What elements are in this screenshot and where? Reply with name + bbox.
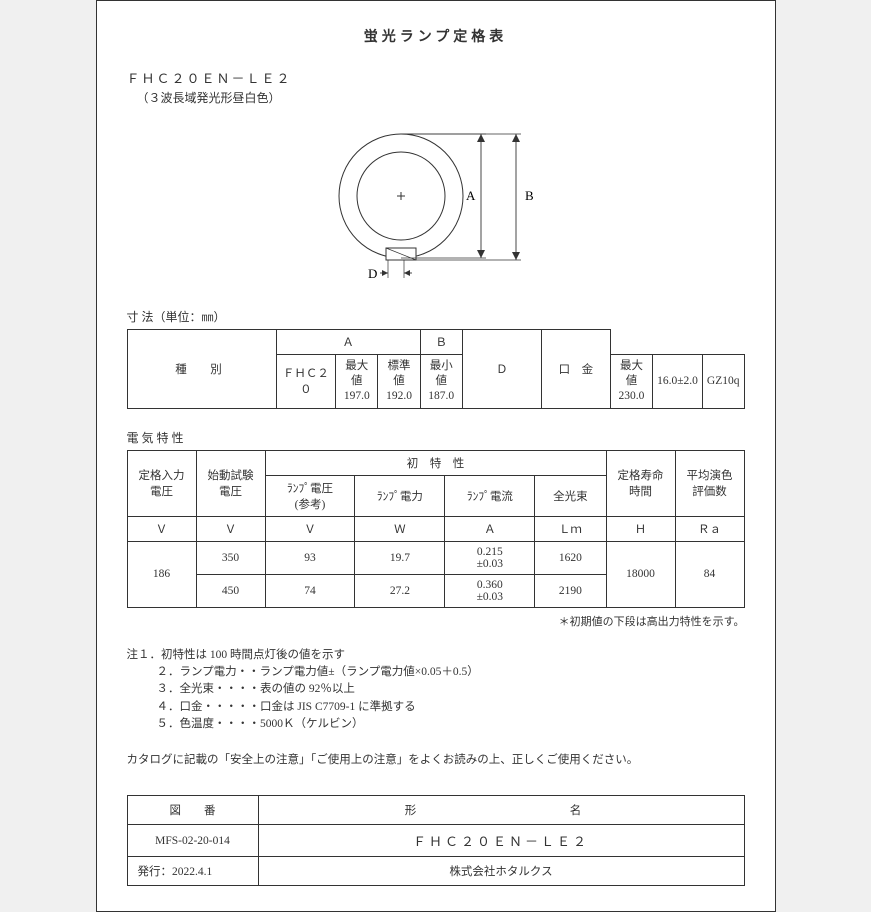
electrical-table: 定格入力 電圧 始動試験 電圧 初 特 性 定格寿命 時間 平均演色 評価数 ﾗ… xyxy=(127,450,745,608)
footer-issued: 発行：2022.4.1 xyxy=(127,857,258,886)
dims-a-min: 最小値187.0 xyxy=(420,355,462,409)
dims-header-a: Ａ xyxy=(276,330,420,355)
model-code: ＦＨＣ２０ＥＮ－ＬＥ２ xyxy=(127,68,745,87)
elec-r1-start-v: 350 xyxy=(196,541,265,574)
diagram-label-d: D xyxy=(368,266,377,281)
elec-h-lm: 全光束 xyxy=(535,475,606,516)
diagram-label-b: B xyxy=(525,188,534,203)
dims-b-max: 最大値230.0 xyxy=(610,355,652,409)
lamp-diagram: B A D xyxy=(127,116,745,290)
dimensions-label: 寸 法（単位：㎜） xyxy=(127,308,745,325)
elec-r2-lamp-v: 74 xyxy=(265,574,355,607)
dims-header-base: 口 金 xyxy=(541,330,610,409)
elec-unit-lm: Ｌｍ xyxy=(535,516,606,541)
dims-header-d: Ｄ xyxy=(462,330,541,409)
dims-header-b: Ｂ xyxy=(420,330,462,355)
elec-unit-h: Ｈ xyxy=(606,516,675,541)
electrical-label: 電 気 特 性 xyxy=(127,429,745,446)
notes-block: 注１．初特性は 100 時間点灯後の値を示す ２．ランプ電力・・ランプ電力値±（… xyxy=(127,647,745,733)
dims-base-val: GZ10q xyxy=(702,355,744,409)
footer-zuban-label: 図 番 xyxy=(127,796,258,825)
footer-table: 図 番 形 名 MFS-02-20-014 ＦＨＣ２０ＥＮ－ＬＥ２ 発行：202… xyxy=(127,795,745,886)
elec-r1-lamp-w: 19.7 xyxy=(355,541,445,574)
footer-keimei-label: 形 名 xyxy=(258,796,744,825)
elec-h-start-v: 始動試験 電圧 xyxy=(196,450,265,516)
note-2: ２．ランプ電力・・ランプ電力値±（ランプ電力値×0.05＋0.5） xyxy=(127,664,745,681)
note-1: 注１．初特性は 100 時間点灯後の値を示す xyxy=(127,647,745,664)
elec-h-lamp-a: ﾗﾝﾌﾟ電流 xyxy=(445,475,535,516)
elec-r1-lamp-a: 0.215 ±0.03 xyxy=(445,541,535,574)
elec-unit-w: Ｗ xyxy=(355,516,445,541)
footer-zuban-value: MFS-02-20-014 xyxy=(127,825,258,857)
elec-unit-v1: Ｖ xyxy=(127,516,196,541)
dims-d-val: 16.0±2.0 xyxy=(653,355,703,409)
elec-r2-lm: 2190 xyxy=(535,574,606,607)
elec-h-ra: 平均演色 評価数 xyxy=(675,450,744,516)
footer-keimei-value: ＦＨＣ２０ＥＮ－ＬＥ２ xyxy=(258,825,744,857)
footer-company: 株式会社ホタルクス xyxy=(258,857,744,886)
elec-r1-lamp-v: 93 xyxy=(265,541,355,574)
elec-h-initial: 初 特 性 xyxy=(265,450,606,475)
elec-h-rated-v: 定格入力 電圧 xyxy=(127,450,196,516)
dims-header-type: 種 別 xyxy=(127,330,276,409)
dimensions-table: 種 別 Ａ Ｂ Ｄ 口 金 ＦＨＣ２０ 最大値197.0 標準値192.0 最小… xyxy=(127,329,745,409)
elec-unit-v2: Ｖ xyxy=(196,516,265,541)
note-4: ４．口金・・・・・口金は JIS C7709-1 に準拠する xyxy=(127,699,745,716)
elec-h-lamp-v: ﾗﾝﾌﾟ電圧 (参考) xyxy=(265,475,355,516)
elec-unit-a: Ａ xyxy=(445,516,535,541)
elec-rated-v: 186 xyxy=(127,541,196,607)
elec-r1-lm: 1620 xyxy=(535,541,606,574)
footnote-high-output: ＊初期値の下段は高出力特性を示す。 xyxy=(127,613,745,629)
diagram-label-a: A xyxy=(466,188,476,203)
elec-unit-ra: Ｒａ xyxy=(675,516,744,541)
elec-h-lamp-w: ﾗﾝﾌﾟ電力 xyxy=(355,475,445,516)
note-3: ３．全光束・・・・表の値の 92％以上 xyxy=(127,681,745,698)
elec-r2-lamp-a: 0.360 ±0.03 xyxy=(445,574,535,607)
document-title: 蛍光ランプ定格表 xyxy=(127,26,745,46)
dims-row-type: ＦＨＣ２０ xyxy=(276,355,336,409)
dims-a-std: 標準値192.0 xyxy=(378,355,420,409)
dims-a-max: 最大値197.0 xyxy=(336,355,378,409)
elec-ra: 84 xyxy=(675,541,744,607)
note-5: ５．色温度・・・・5000Ｋ（ケルビン） xyxy=(127,716,745,733)
elec-r2-start-v: 450 xyxy=(196,574,265,607)
elec-r2-lamp-w: 27.2 xyxy=(355,574,445,607)
model-subtext: （３波長域発光形昼白色） xyxy=(137,89,745,106)
elec-h-life: 定格寿命 時間 xyxy=(606,450,675,516)
elec-life: 18000 xyxy=(606,541,675,607)
elec-unit-v3: Ｖ xyxy=(265,516,355,541)
catalog-note: カタログに記載の「安全上の注意」「ご使用上の注意」をよくお読みの上、正しくご使用… xyxy=(127,751,745,767)
